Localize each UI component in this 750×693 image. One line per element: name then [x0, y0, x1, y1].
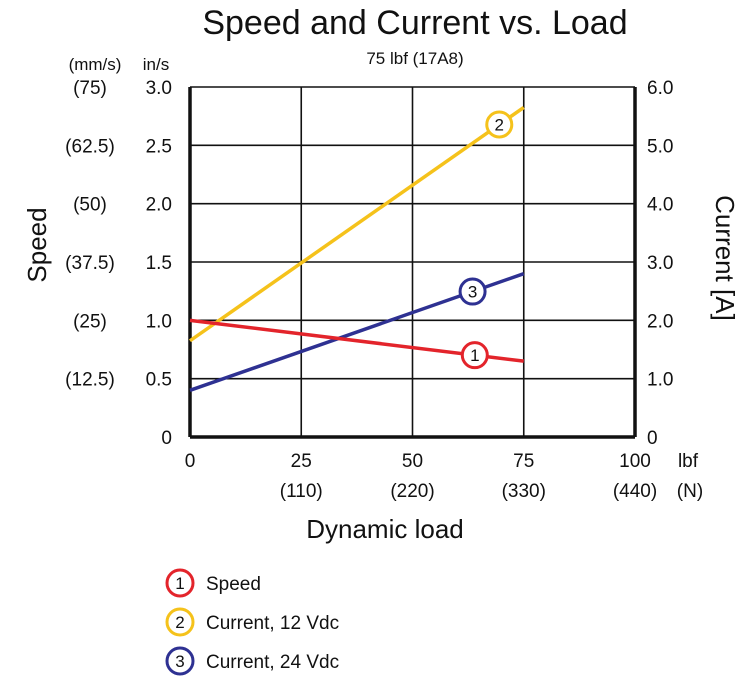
legend-marker-label-2: 2: [175, 613, 184, 632]
legend-entry: Speed: [206, 574, 261, 595]
y-left-tick-label-secondary: (37.5): [65, 253, 115, 274]
y-left-tick-label: 0: [161, 428, 172, 449]
legend-marker-2: [165, 607, 195, 637]
x-tick-label: 25: [291, 451, 312, 472]
y-right-tick-label: 5.0: [647, 136, 673, 157]
y-left-tick-label: 2.0: [146, 195, 172, 216]
y-left-tick-label: 3.0: [146, 78, 172, 99]
y-left-tick-label: 2.5: [146, 136, 172, 157]
x-tick-label: 75: [513, 451, 534, 472]
x-axis-title: Dynamic load: [306, 514, 464, 544]
legend-entry: Current, 12 Vdc: [206, 613, 339, 634]
y-left-unit-primary: in/s: [143, 55, 169, 74]
x-tick-label: 100: [619, 451, 651, 472]
x-tick-label-secondary: (220): [390, 481, 434, 502]
series-marker-label-1: 1: [470, 346, 479, 365]
y-left-unit-secondary: (mm/s): [69, 55, 122, 74]
x-unit-primary: lbf: [678, 451, 699, 472]
chart-subtitle: 75 lbf (17A8): [366, 49, 463, 68]
chart-title: Speed and Current vs. Load: [202, 4, 627, 42]
series-line-2: [188, 105, 525, 343]
y-right-tick-label: 2.0: [647, 311, 673, 332]
legend-entry: Current, 24 Vdc: [206, 652, 339, 673]
series-marker-2: [485, 110, 514, 139]
y-right-tick-label: 0: [647, 428, 658, 449]
series-marker-label-3: 3: [468, 283, 477, 302]
x-tick-label-secondary: (330): [502, 481, 546, 502]
series-marker-1: [460, 341, 489, 370]
legend-marker-1: [165, 568, 195, 598]
y-right-axis-title: Current [A]: [710, 195, 740, 321]
y-right-tick-label: 3.0: [647, 253, 673, 274]
legend-marker-label-3: 3: [175, 652, 184, 671]
y-right-tick-label: 4.0: [647, 195, 673, 216]
x-tick-label-secondary: (440): [613, 481, 657, 502]
series-marker-label-2: 2: [495, 116, 504, 135]
y-left-tick-label-secondary: (50): [73, 195, 107, 216]
x-unit-secondary: (N): [677, 481, 703, 502]
legend-marker-3: [165, 646, 195, 676]
y-right-tick-label: 6.0: [647, 78, 673, 99]
y-left-axis-title: Speed: [22, 207, 52, 282]
legend-marker-label-1: 1: [175, 574, 184, 593]
x-tick-label-secondary: (110): [280, 481, 323, 502]
y-left-tick-label: 1.5: [146, 253, 172, 274]
y-left-tick-label: 1.0: [146, 311, 172, 332]
series-marker-3: [458, 277, 487, 306]
x-tick-label: 0: [185, 451, 196, 472]
y-left-tick-label-secondary: (12.5): [65, 370, 115, 391]
x-tick-label: 50: [402, 451, 423, 472]
y-left-tick-label-secondary: (25): [73, 311, 107, 332]
y-left-tick-label: 0.5: [146, 370, 172, 391]
y-left-tick-label-secondary: (75): [73, 78, 107, 99]
y-left-tick-label-secondary: (62.5): [65, 136, 115, 157]
y-right-tick-label: 1.0: [647, 370, 673, 391]
